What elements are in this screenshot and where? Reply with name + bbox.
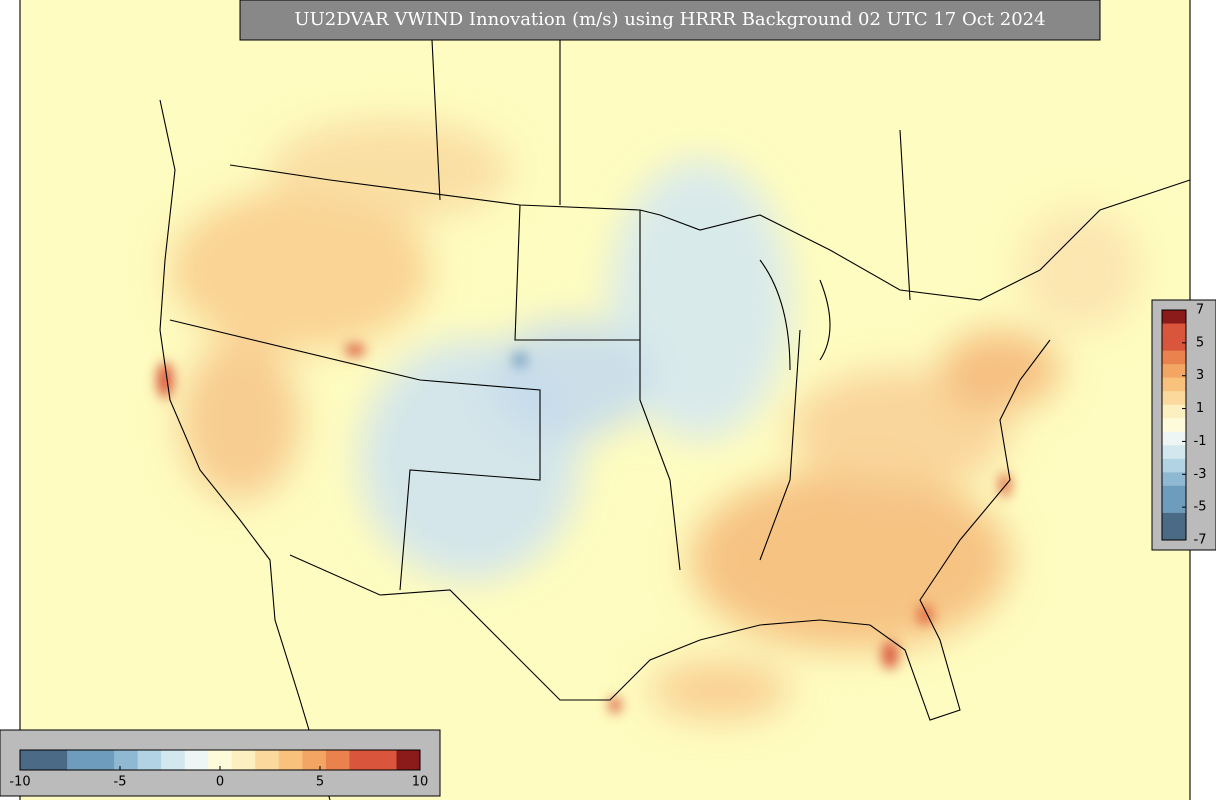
colorbar-segment xyxy=(208,750,233,770)
colorbar-segment xyxy=(114,750,139,770)
colorbar-tick-label: -3 xyxy=(1194,467,1207,482)
colorbar-segment xyxy=(1162,526,1186,541)
strong-spots xyxy=(157,344,1011,713)
colorbar-segment xyxy=(1162,445,1186,460)
colorbar-tick-label: -5 xyxy=(1194,500,1207,515)
colorbar-segment xyxy=(1162,364,1186,379)
colorbar-segment xyxy=(1162,337,1186,352)
colorbar-tick-label: 5 xyxy=(316,775,324,790)
title-box xyxy=(239,0,1101,41)
colorbar-tick-label: 3 xyxy=(1196,368,1204,383)
colorbar-segment xyxy=(67,750,92,770)
bottom-colorbar: -10 -5 0 5 10 xyxy=(9,749,429,790)
colorbar-tick-label: -1 xyxy=(1194,434,1207,449)
colorbar-segment xyxy=(1162,499,1186,514)
colorbar-segment xyxy=(278,750,303,770)
colorbar-segment xyxy=(231,750,256,770)
colorbar-tick-label: -7 xyxy=(1194,533,1207,548)
colorbar-tick-label: -5 xyxy=(114,775,127,790)
colorbar-segment xyxy=(1162,418,1186,433)
colorbar-segment xyxy=(349,750,374,770)
colorbar-segment xyxy=(1162,323,1186,338)
colorbar-segment xyxy=(1162,391,1186,406)
colorbar-segment xyxy=(1162,485,1186,500)
colorbar-segment xyxy=(1162,350,1186,365)
colorbar-segment xyxy=(137,750,162,770)
colorbar-segment xyxy=(255,750,280,770)
colorbar-segment xyxy=(184,750,209,770)
colorbar-segment xyxy=(302,750,327,770)
map-title: UU2DVAR VWIND Innovation (m/s) using HRR… xyxy=(294,9,1045,30)
colorbar-tick-label: -10 xyxy=(9,775,30,790)
colorbar-segment xyxy=(1162,431,1186,446)
colorbar-segment xyxy=(43,750,68,770)
colorbar-segment xyxy=(90,750,115,770)
colorbar-segment xyxy=(1162,458,1186,473)
colorbar-segment xyxy=(1162,377,1186,392)
colorbar-tick-label: 5 xyxy=(1196,335,1204,350)
colorbar-segment xyxy=(1162,404,1186,419)
colorbar-tick-label: 7 xyxy=(1196,303,1204,318)
colorbar-tick-label: 1 xyxy=(1196,401,1204,416)
colorbar-tick-label: 0 xyxy=(216,775,224,790)
colorbar-segment xyxy=(1162,512,1186,527)
colorbar-frame xyxy=(1161,309,1187,541)
colorbar-segment xyxy=(20,750,45,770)
colorbar-tick-label: 10 xyxy=(412,775,429,790)
colorbar-segment xyxy=(325,750,350,770)
colorbar-segment xyxy=(1162,310,1186,325)
innovation-field xyxy=(170,120,1140,720)
colorbar-segment xyxy=(396,750,421,770)
colorbar-segment xyxy=(372,750,397,770)
right-colorbar: 7 5 3 1 -1 -3 -5 -7 xyxy=(1161,303,1207,548)
colorbar-segment xyxy=(161,750,186,770)
colorbar-segment xyxy=(1162,472,1186,487)
